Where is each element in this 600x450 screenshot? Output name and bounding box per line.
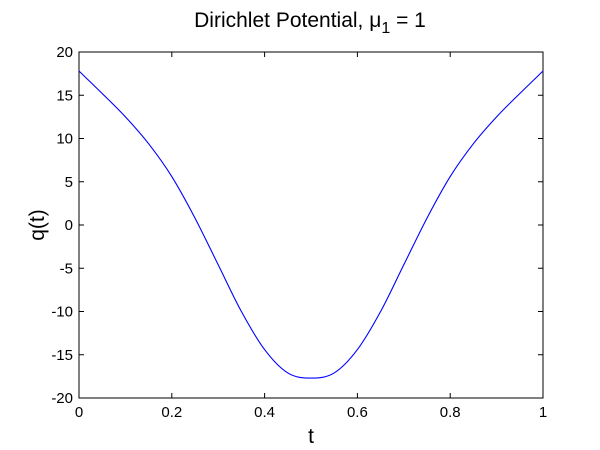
y-axis-label: q(t)	[26, 209, 49, 241]
plot-area	[78, 51, 544, 399]
x-tick-label: 1	[539, 404, 547, 421]
y-tick-label: -20	[51, 390, 73, 407]
y-tick-label: 0	[65, 217, 73, 234]
x-axis-label: t	[308, 425, 314, 448]
y-tick-label: -5	[60, 260, 73, 277]
x-tick-label: 0.8	[440, 404, 461, 421]
x-tick-label: 0.6	[347, 404, 368, 421]
y-tick-label: 20	[56, 44, 73, 61]
y-tick-label: 5	[65, 174, 73, 191]
x-tick-label: 0.4	[254, 404, 275, 421]
series-line	[78, 70, 544, 379]
chart-title-subscript: 1	[381, 20, 390, 37]
chart-title-prefix: Dirichlet Potential,	[194, 9, 369, 32]
axis-ticks	[78, 51, 544, 399]
chart-title: Dirichlet Potential, μ1 = 1	[194, 9, 426, 37]
tick-labels: 0 0.2 0.4 0.6 0.8 1 -20 -15 -10 -5 0 5 10 15 20	[51, 44, 547, 421]
y-tick-label: -15	[51, 347, 73, 364]
x-tick-label: 0	[75, 404, 83, 421]
y-tick-label: 15	[56, 87, 73, 104]
y-tick-label: -10	[51, 304, 73, 321]
chart-title-symbol: μ	[369, 9, 381, 32]
chart-title-suffix: = 1	[390, 9, 426, 32]
y-tick-label: 10	[56, 131, 73, 148]
x-tick-label: 0.2	[161, 404, 182, 421]
